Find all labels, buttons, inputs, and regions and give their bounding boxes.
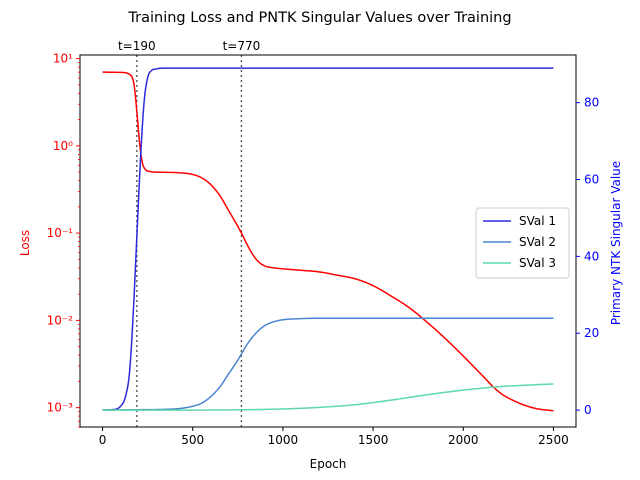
plot-frame [79,54,577,428]
x-tick-label: 500 [181,433,204,447]
x-axis-label: Epoch [310,457,347,471]
vline-label: t=190 [118,39,156,53]
sval-2-line [102,317,554,411]
y-left-tick-label: 10⁻¹ [47,226,74,240]
legend-label-2: SVal 2 [519,235,556,249]
x-tick-label: 2500 [538,433,569,447]
y-right-tick-label: 40 [584,249,599,263]
plot-area: t=190 t=770 0 500 1000 1500 2000 2500 10⁻³ 10⁻² 10… [47,39,600,447]
y-left-tick-label: 10⁻² [47,313,74,327]
y-right-tick-label: 80 [584,96,599,110]
y-right-tick-label: 20 [584,326,599,340]
legend-box [475,207,570,279]
x-tick-label: 0 [99,433,107,447]
x-tick-label: 1000 [268,433,299,447]
y-right-tick-label: 60 [584,173,599,187]
x-tick-label: 2000 [448,433,479,447]
y-axis-right-label: Primary NTK Singular Value [609,161,623,325]
vline-label: t=770 [223,39,261,53]
y-left-tick-label: 10⁻³ [47,401,74,415]
sval-3-line [102,383,554,411]
loss-line [102,71,554,412]
y-left-tick-label: 10⁰ [53,139,73,153]
legend-label-1: SVal 1 [519,214,556,228]
y-axis-left-label: Loss [18,230,32,256]
y-right-tick-label: 0 [584,403,592,417]
chart-title: Training Loss and PNTK Singular Values o… [127,10,511,26]
sval-1-line [102,67,554,411]
x-tick-label: 1500 [358,433,389,447]
legend-label-3: SVal 3 [519,256,556,270]
y-left-tick-label: 10¹ [53,52,73,66]
